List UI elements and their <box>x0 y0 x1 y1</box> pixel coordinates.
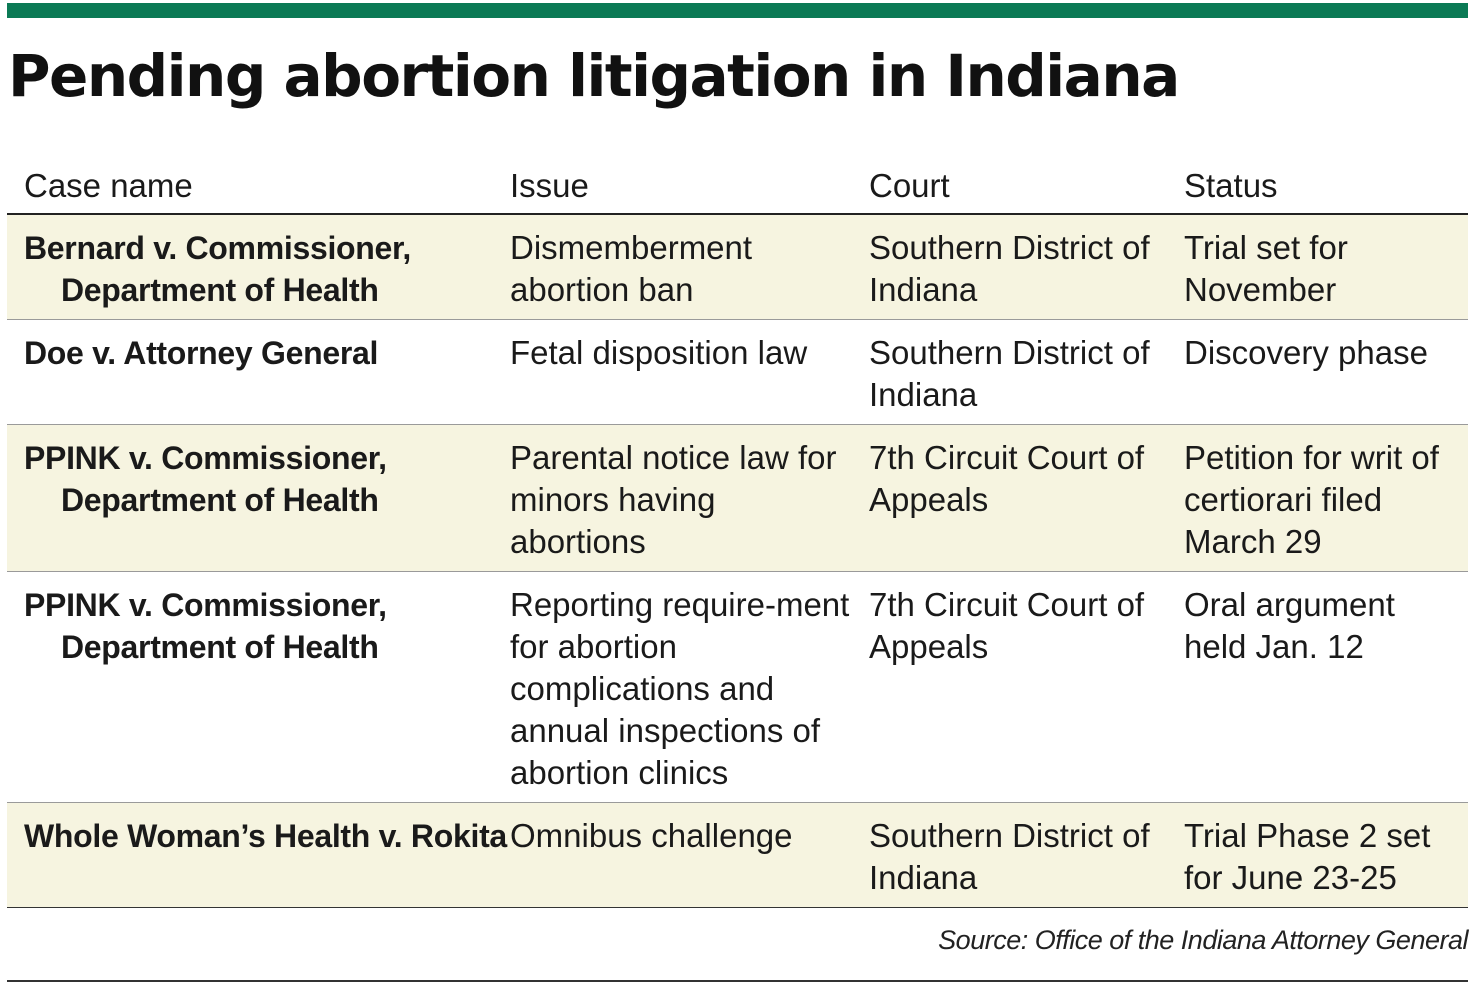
status-cell: Petition for writ of certiorari filed Ma… <box>1184 439 1439 560</box>
issue-cell: Reporting require-ment for abortion comp… <box>510 586 850 791</box>
table-header-row: Case name Issue Court Status <box>7 160 1468 215</box>
litigation-table: Case name Issue Court Status Bernard v. … <box>7 160 1468 908</box>
table-row: Bernard v. Commissioner, Department of H… <box>7 215 1468 320</box>
page-title: Pending abortion litigation in Indiana <box>8 42 1180 110</box>
column-header-status: Status <box>1184 167 1278 204</box>
case-name-cell: Doe v. Attorney General <box>24 335 379 371</box>
case-name-cell: PPINK v. Commissioner, Department of Hea… <box>24 587 387 665</box>
court-cell: 7th Circuit Court of Appeals <box>869 439 1145 518</box>
status-cell: Trial set for November <box>1184 229 1348 308</box>
column-header-court: Court <box>869 167 950 204</box>
column-header-issue: Issue <box>510 167 589 204</box>
court-cell: 7th Circuit Court of Appeals <box>869 586 1145 665</box>
table-row: PPINK v. Commissioner, Department of Hea… <box>7 572 1468 803</box>
case-name-cell: PPINK v. Commissioner, Department of Hea… <box>24 440 387 518</box>
status-cell: Trial Phase 2 set for June 23-25 <box>1184 817 1431 896</box>
accent-bar <box>7 3 1468 18</box>
source-note: Source: Office of the Indiana Attorney G… <box>938 925 1468 955</box>
table-row: Doe v. Attorney General Fetal dispositio… <box>7 320 1468 425</box>
issue-cell: Dismemberment abortion ban <box>510 229 753 308</box>
court-cell: Southern District of Indiana <box>869 334 1150 413</box>
issue-cell: Omnibus challenge <box>510 817 793 854</box>
court-cell: Southern District of Indiana <box>869 229 1150 308</box>
status-cell: Discovery phase <box>1184 334 1428 371</box>
issue-cell: Fetal disposition law <box>510 334 808 371</box>
bottom-divider <box>7 980 1468 982</box>
column-header-case-name: Case name <box>24 167 193 204</box>
table-row: Whole Woman’s Health v. Rokita Omnibus c… <box>7 803 1468 908</box>
table-row: PPINK v. Commissioner, Department of Hea… <box>7 425 1468 572</box>
case-name-cell: Bernard v. Commissioner, Department of H… <box>24 230 412 308</box>
status-cell: Oral argument held Jan. 12 <box>1184 586 1395 665</box>
case-name-cell: Whole Woman’s Health v. Rokita <box>24 818 507 854</box>
issue-cell: Parental notice law for minors having ab… <box>510 439 837 560</box>
court-cell: Southern District of Indiana <box>869 817 1150 896</box>
